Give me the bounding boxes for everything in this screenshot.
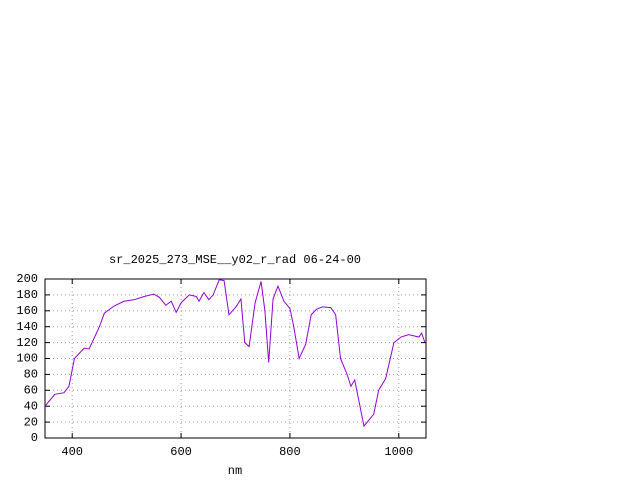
x-tick-label: 400: [61, 445, 83, 459]
chart-title: sr_2025_273_MSE__y02_r_rad 06-24-00: [109, 253, 361, 267]
x-tick-label: 1000: [384, 445, 413, 459]
y-tick-label: 20: [24, 415, 38, 429]
y-tick-label: 160: [16, 304, 38, 318]
y-tick-label: 60: [24, 383, 38, 397]
plot-frame: [44, 278, 427, 439]
y-tick-label: 100: [16, 352, 38, 366]
y-tick-label: 180: [16, 288, 38, 302]
data-line: [44, 279, 426, 428]
y-tick-label: 0: [31, 431, 38, 445]
x-tick-label: 600: [170, 445, 192, 459]
x-tick-label: 800: [279, 445, 301, 459]
y-tick-label: 140: [16, 320, 38, 334]
y-tick-label: 80: [24, 368, 38, 382]
y-tick-label: 40: [24, 399, 38, 413]
y-tick-label: 200: [16, 272, 38, 286]
x-axis-label: nm: [228, 464, 242, 478]
y-tick-label: 120: [16, 336, 38, 350]
